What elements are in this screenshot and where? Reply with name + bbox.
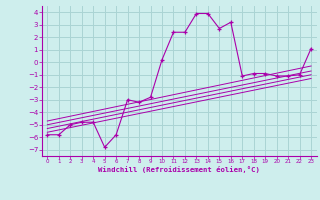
- X-axis label: Windchill (Refroidissement éolien,°C): Windchill (Refroidissement éolien,°C): [98, 166, 260, 173]
